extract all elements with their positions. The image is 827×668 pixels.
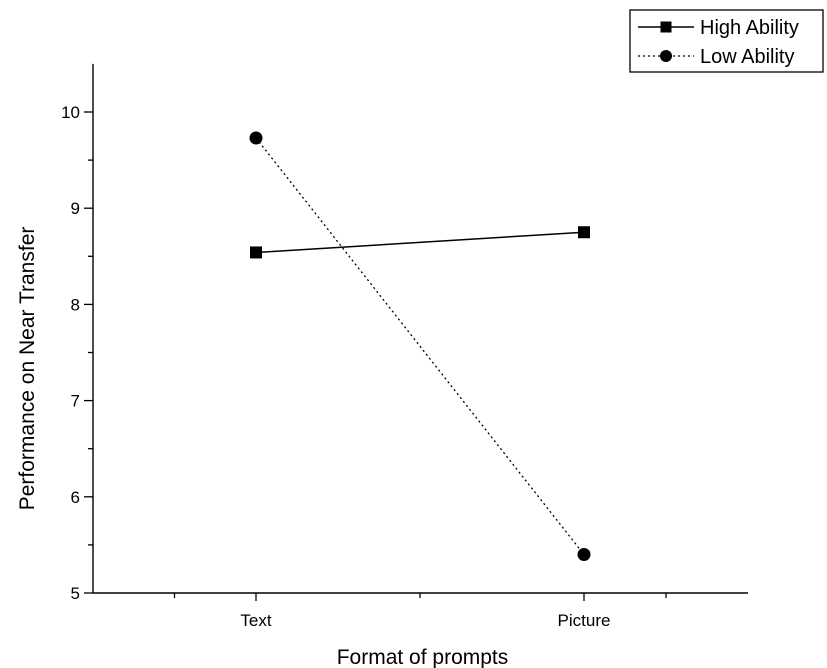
legend: High Ability Low Ability [629, 9, 824, 73]
y-tick-label: 8 [71, 295, 80, 314]
legend-marker [660, 21, 672, 33]
legend-marker [660, 50, 672, 62]
y-tick-label: 7 [71, 392, 80, 411]
axes: 5 6 7 8 9 10 Text Picture [61, 63, 748, 630]
y-tick-label: 9 [71, 199, 80, 218]
x-tick-label: Picture [558, 611, 611, 630]
y-axis-title: Performance on Near Transfer [16, 227, 39, 511]
series-line [255, 231, 585, 254]
data-point [577, 548, 591, 562]
x-axis-title: Format of prompts [337, 646, 509, 668]
series-layer [249, 131, 591, 562]
series-line [255, 137, 585, 555]
legend-box [629, 9, 824, 73]
series-low-ability [249, 131, 591, 562]
legend-label: High Ability [700, 17, 799, 39]
x-tick-label: Text [240, 611, 271, 630]
y-tick-label: 10 [61, 103, 80, 122]
data-point [578, 226, 590, 239]
series-high-ability [250, 226, 590, 259]
y-tick-label: 6 [71, 488, 80, 507]
legend-label: Low Ability [700, 46, 795, 68]
y-tick-label: 5 [71, 584, 80, 603]
data-point [249, 131, 263, 145]
data-point [250, 246, 262, 259]
